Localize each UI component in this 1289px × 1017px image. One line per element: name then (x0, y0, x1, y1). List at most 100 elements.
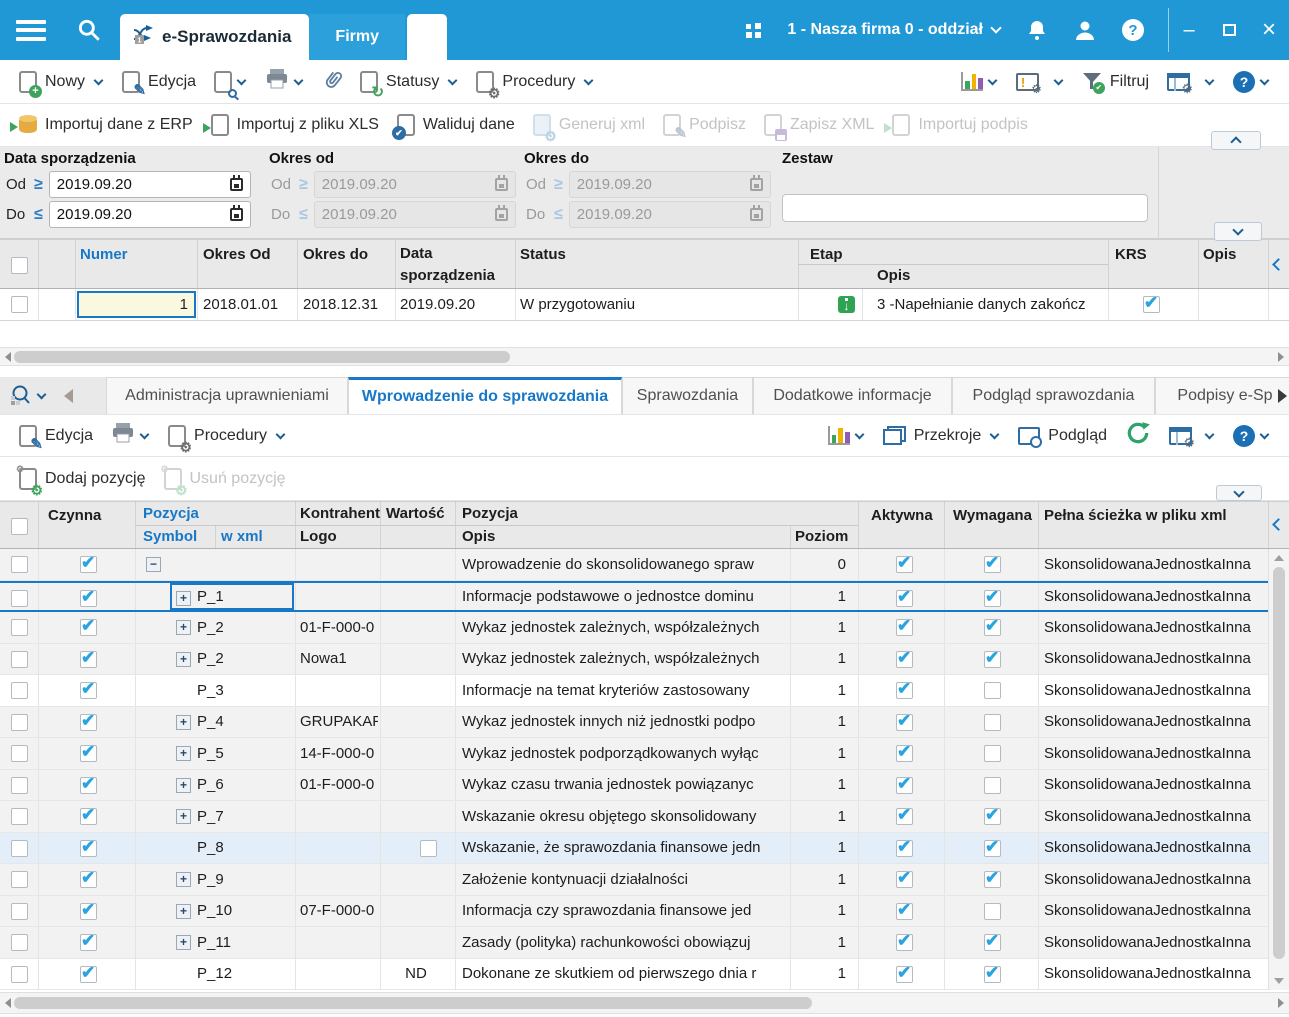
chevron-down-icon[interactable] (447, 75, 458, 85)
section-tab-0[interactable]: Administracja uprawnieniami (106, 377, 348, 414)
grid-row-P_5[interactable]: + P_5 14-F-000-0 Wykaz jednostek podporządk… (0, 738, 1268, 770)
wymagana-checkbox[interactable] (984, 682, 1001, 699)
wymagana-checkbox[interactable] (984, 616, 1001, 636)
collapse-grid-panel-button[interactable] (1216, 485, 1262, 501)
search-settings-icon[interactable] (8, 383, 34, 409)
statuses-button[interactable]: ↻ Statusy (360, 70, 458, 100)
expand-filter-panel-button[interactable] (1214, 222, 1262, 241)
alerts-button[interactable] (1015, 72, 1064, 96)
attachment-button[interactable] (322, 67, 343, 96)
row-select-checkbox[interactable] (11, 776, 28, 794)
column-header-wymagana[interactable]: Wymagana (953, 507, 1032, 524)
aktywna-checkbox[interactable] (896, 711, 913, 731)
grid-row-P_12[interactable]: P_12 ND Dokonane ze skutkiem od pierwszego… (0, 958, 1268, 990)
row-select-checkbox[interactable] (11, 871, 28, 888)
apps-grid-icon[interactable] (746, 22, 762, 38)
add-row-button[interactable]: ⚙ ⚙ Dodaj pozycję (16, 463, 146, 498)
wymagana-checkbox[interactable] (984, 805, 1001, 825)
row-select-checkbox[interactable] (11, 713, 28, 731)
czynna-checkbox[interactable] (80, 868, 97, 888)
row-select-checkbox[interactable] (11, 808, 28, 825)
grid-row-P_1[interactable]: + P_1 Informacje podstawowe o jednostce do… (0, 580, 1268, 612)
aktywna-checkbox[interactable] (896, 868, 913, 888)
chevron-down-icon[interactable] (1204, 429, 1215, 439)
expand-node-icon[interactable]: + (176, 872, 191, 887)
column-header-sciezka[interactable]: Pełna ścieżka w pliku xml (1044, 507, 1227, 524)
expand-node-icon[interactable]: + (176, 590, 191, 606)
czynna-checkbox[interactable] (80, 963, 97, 983)
section-tab-2[interactable]: Sprawozdania (622, 377, 753, 414)
column-header-okres-od[interactable]: Okres Od (203, 246, 271, 263)
filter-button[interactable]: Filtruj (1082, 72, 1149, 94)
chevron-down-icon[interactable] (275, 429, 286, 439)
help-menu-button[interactable]: ? (1233, 424, 1270, 447)
grid-row-P_2[interactable]: + P_2 01-F-000-0 Wykaz jednostek zależnych,… (0, 612, 1268, 644)
collapse-filter-panel-button[interactable] (1211, 131, 1261, 150)
tab-firmy[interactable]: Firmy (309, 14, 405, 60)
grid-row-P_2[interactable]: + P_2 Nowa1 Wykaz jednostek zależnych, wspó… (0, 643, 1268, 675)
column-header-logo[interactable]: Logo (300, 528, 337, 545)
minimize-button[interactable]: – (1183, 18, 1195, 41)
print-button[interactable] (265, 68, 304, 95)
tabs-scroll-left-icon[interactable] (64, 389, 73, 403)
czynna-checkbox[interactable] (80, 553, 97, 573)
edit-button[interactable]: ✎ Edycja (122, 70, 196, 98)
scroll-right-icon[interactable] (1278, 998, 1284, 1008)
wymagana-checkbox[interactable] (984, 902, 1001, 920)
chevron-down-icon[interactable] (236, 75, 247, 85)
procedures-button[interactable]: ⚙ Procedury (168, 424, 286, 454)
expand-node-icon[interactable]: + (176, 651, 191, 667)
section-tab-1[interactable]: Wprowadzenie do sprawozdania (348, 377, 622, 414)
wymagana-checkbox[interactable] (984, 553, 1001, 573)
aktywna-checkbox[interactable] (896, 805, 913, 825)
expand-node-icon[interactable]: + (176, 777, 191, 793)
aktywna-checkbox[interactable] (896, 553, 913, 573)
column-header-okres-do[interactable]: Okres do (303, 246, 369, 263)
user-icon[interactable] (1074, 19, 1096, 41)
chevron-down-icon[interactable] (1053, 75, 1064, 85)
czynna-checkbox[interactable] (80, 837, 97, 857)
row-select-checkbox[interactable] (11, 745, 28, 762)
column-header-wartosc[interactable]: Wartość (386, 505, 445, 522)
help-icon[interactable]: ? (1122, 19, 1144, 41)
column-header-aktywna[interactable]: Aktywna (871, 507, 933, 524)
row-select-checkbox[interactable] (11, 839, 28, 857)
report-row[interactable]: 1 2018.01.01 2018.12.31 2019.09.20 W prz… (0, 289, 1289, 321)
company-selector[interactable]: 1 - Nasza firma 0 - oddział (787, 21, 1002, 39)
aktywna-checkbox[interactable] (896, 742, 913, 762)
aktywna-checkbox[interactable] (896, 774, 913, 794)
chevron-down-icon[interactable] (139, 429, 150, 439)
czynna-checkbox[interactable] (80, 616, 97, 636)
column-header-data[interactable]: Data sporządzenia (400, 245, 496, 284)
select-all-checkbox[interactable] (11, 518, 28, 535)
wymagana-checkbox[interactable] (984, 713, 1001, 731)
column-header-kontrahent[interactable]: Kontrahent (300, 505, 380, 522)
czynna-checkbox[interactable] (80, 931, 97, 951)
wymagana-checkbox[interactable] (984, 837, 1001, 857)
aktywna-checkbox[interactable] (896, 963, 913, 983)
grid-row-P_3[interactable]: P_3 Informacje na temat kryteriów zastoso… (0, 675, 1268, 707)
section-tab-5[interactable]: Podpisy e-Sp (1155, 377, 1289, 414)
scroll-down-icon[interactable] (1274, 978, 1284, 984)
column-header-pozycja2[interactable]: Pozycja (462, 505, 518, 522)
grid-settings-button[interactable] (1169, 426, 1215, 451)
scrollbar-thumb[interactable] (1273, 567, 1285, 959)
notifications-bell-icon[interactable] (1026, 19, 1048, 41)
import-xls-button[interactable]: Importuj z pliku XLS (202, 114, 379, 136)
grid-row-P_11[interactable]: + P_11 Zasady (polityka) rachunkowości obo… (0, 927, 1268, 959)
czynna-checkbox[interactable] (80, 742, 97, 762)
grid-settings-button[interactable] (1167, 72, 1215, 97)
column-header-opis[interactable]: Opis (462, 528, 496, 545)
chevron-down-icon[interactable] (1204, 75, 1215, 85)
edit-button[interactable]: ✎ Edycja (19, 424, 93, 452)
import-erp-button[interactable]: Importuj dane z ERP (10, 115, 193, 134)
horizontal-scrollbar[interactable] (0, 992, 1289, 1014)
expand-node-icon[interactable]: + (176, 746, 191, 761)
czynna-checkbox[interactable] (80, 679, 97, 699)
chevron-down-icon[interactable] (93, 75, 104, 85)
aktywna-checkbox[interactable] (896, 616, 913, 636)
row-checkbox[interactable] (11, 296, 28, 313)
wymagana-checkbox[interactable] (984, 931, 1001, 951)
czynna-checkbox[interactable] (80, 648, 97, 668)
hamburger-menu-icon[interactable] (16, 19, 46, 41)
